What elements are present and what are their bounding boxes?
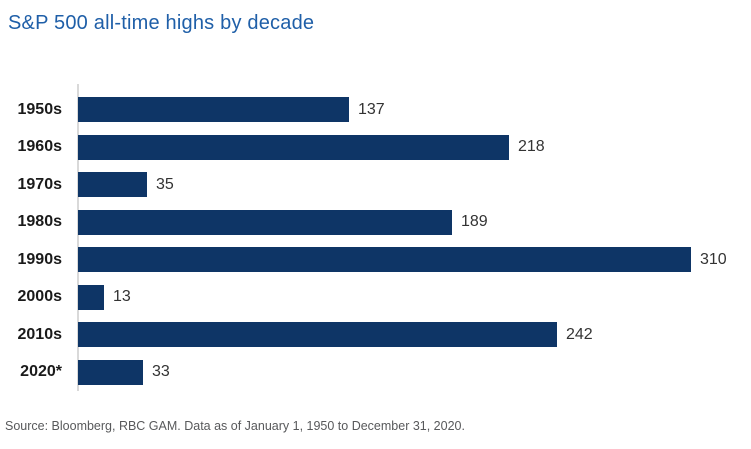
value-label: 33: [152, 363, 170, 381]
bar: [78, 322, 557, 348]
bar-row: 1970s 35: [0, 166, 751, 204]
chart-title: S&P 500 all-time highs by decade: [8, 12, 315, 34]
category-label: 1970s: [17, 175, 63, 193]
bar-row: 1960s 218: [0, 129, 751, 167]
bar: [78, 97, 349, 123]
value-label: 310: [700, 250, 727, 268]
value-label: 189: [461, 213, 488, 231]
category-label: 2020*: [20, 363, 62, 381]
category-label: 1950s: [17, 100, 63, 118]
bar: [78, 209, 452, 235]
bar-row: 1990s 310: [0, 241, 751, 279]
value-label: 13: [113, 288, 131, 306]
bar-track: 218: [78, 134, 751, 160]
category-label: 2010s: [17, 325, 63, 343]
value-label: 35: [156, 175, 174, 193]
value-label: 137: [358, 100, 385, 118]
value-label: 242: [566, 325, 593, 343]
bar-chart: 1950s 137 1960s 218 1970s 35 1980s 189 1990s 310 2…: [0, 84, 751, 391]
bar-row: 2010s 242: [0, 316, 751, 354]
category-label: 1980s: [17, 213, 63, 231]
bar-track: 137: [78, 97, 751, 123]
bar: [78, 172, 147, 198]
category-label: 2000s: [17, 288, 63, 306]
bar-row: 2000s 13: [0, 279, 751, 317]
bar: [78, 359, 143, 385]
bar-row: 1950s 137: [0, 91, 751, 129]
bar-row: 2020* 33: [0, 354, 751, 392]
bar-track: 310: [78, 247, 751, 273]
bar-row: 1980s 189: [0, 204, 751, 242]
bar: [78, 134, 509, 160]
bar-track: 35: [78, 172, 751, 198]
category-label: 1990s: [17, 250, 63, 268]
bar-track: 242: [78, 322, 751, 348]
bar-track: 189: [78, 209, 751, 235]
bar: [78, 284, 104, 310]
source-note: Source: Bloomberg, RBC GAM. Data as of J…: [5, 419, 465, 433]
category-label: 1960s: [17, 138, 63, 156]
bar-track: 13: [78, 284, 751, 310]
value-label: 218: [518, 138, 545, 156]
bar-rows: 1950s 137 1960s 218 1970s 35 1980s 189 1990s 310 2…: [0, 84, 751, 391]
y-axis-line: [77, 84, 79, 391]
bar-track: 33: [78, 359, 751, 385]
bar: [78, 247, 691, 273]
